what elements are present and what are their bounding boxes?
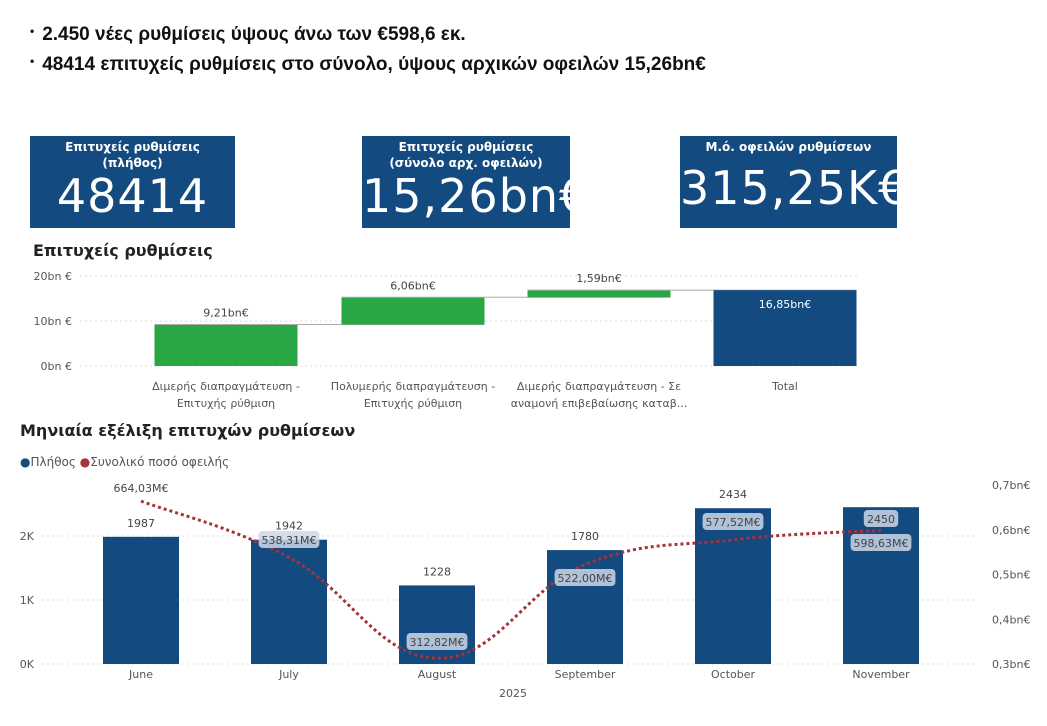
legend-label[interactable]: Συνολικό ποσό οφειλής: [90, 455, 230, 469]
amount-label: 538,31M€: [262, 534, 317, 547]
x-tick-label: Total: [771, 380, 798, 393]
waterfall-bar: [713, 290, 857, 366]
amount-label: 598,63M€: [854, 537, 909, 550]
amount-label: 577,52M€: [706, 516, 761, 529]
x-tick-label: November: [852, 668, 910, 681]
x-tick-label: Πολυμερής διαπραγμάτευση -: [331, 380, 495, 393]
count-label: 2450: [867, 513, 895, 526]
bar: [843, 507, 919, 664]
y-tick-label: 0bn €: [41, 360, 72, 373]
bar: [547, 550, 623, 664]
amount-label-box: [258, 531, 320, 548]
x-tick-label: Διμερής διαπραγμάτευση - Σε: [517, 380, 681, 393]
count-label: 1228: [423, 565, 451, 578]
kpi-card-avg-debt: Μ.ό. οφειλών ρυθμίσεων 315,25K€: [680, 136, 909, 228]
x-tick-label: Διμερής διαπραγμάτευση -: [152, 380, 300, 393]
x-tick-label: July: [278, 668, 299, 681]
combo-title: Μηνιαία εξέλιξη επιτυχών ρυθμίσεων: [20, 421, 356, 440]
right-y-tick-label: 0,4bn€: [992, 613, 1030, 626]
x-tick-label: Επιτυχής ρύθμιση: [177, 397, 275, 410]
right-y-tick-label: 0,7bn€: [992, 479, 1030, 492]
kpi-label: Επιτυχείς ρυθμίσεις (πλήθος): [65, 140, 200, 170]
count-label: 2434: [719, 488, 747, 501]
left-y-tick-label: 2K: [20, 530, 35, 543]
x-tick-label: August: [418, 668, 457, 681]
kpi-value: 15,26bn€: [362, 169, 590, 223]
amount-label: 312,82M€: [410, 636, 465, 649]
bar: [399, 585, 475, 664]
combo-legend: ●Πλήθος ●Συνολικό ποσό οφειλής: [20, 455, 229, 469]
left-y-tick-label: 1K: [20, 594, 35, 607]
x-tick-label: September: [555, 668, 616, 681]
bar: [103, 536, 179, 664]
data-label: 16,85bn€: [759, 298, 811, 311]
count-label: 1780: [571, 530, 599, 543]
x-tick-label: Επιτυχής ρύθμιση: [364, 397, 462, 410]
kpi-card-count: Επιτυχείς ρυθμίσεις (πλήθος) 48414: [30, 136, 235, 228]
y-tick-label: 10bn €: [34, 315, 72, 328]
amount-label-box: [406, 633, 468, 650]
summary-bullet-2: • 48414 επιτυχείς ρυθμίσεις στο σύνολο, ύ…: [30, 54, 706, 75]
x-tick-label: αναμονή επιβεβαίωσης καταβ...: [511, 397, 687, 410]
legend-marker-amount: ●: [79, 455, 91, 469]
summary-text: 2.450 νέες ρυθμίσεις ύψους άνω των €598,…: [42, 24, 466, 45]
summary-text: 48414 επιτυχείς ρυθμίσεις στο σύνολο, ύψ…: [42, 54, 706, 75]
right-y-tick-label: 0,3bn€: [992, 658, 1030, 671]
bar: [251, 539, 327, 664]
amount-label-box: [702, 513, 764, 530]
count-label: 1987: [127, 517, 155, 530]
kpi-label: Μ.ό. οφειλών ρυθμίσεων: [705, 140, 872, 154]
kpi-value: 315,25K€: [680, 161, 909, 215]
amount-line: [140, 499, 882, 660]
amount-label-box: [554, 569, 616, 586]
data-label: 6,06bn€: [390, 279, 435, 292]
right-y-tick-label: 0,5bn€: [992, 569, 1030, 582]
x-tick-label: June: [128, 668, 153, 681]
amount-label-box: [850, 534, 912, 551]
data-label: 1,59bn€: [576, 272, 621, 285]
kpi-label: Επιτυχείς ρυθμίσεις (σύνολο αρχ. οφειλών…: [389, 140, 543, 170]
right-y-tick-label: 0,6bn€: [992, 524, 1030, 537]
bar: [695, 508, 771, 664]
left-y-tick-label: 0K: [20, 658, 35, 671]
waterfall-bar: [341, 297, 485, 325]
kpi-value: 48414: [56, 169, 209, 223]
legend-marker-count: ●: [20, 455, 31, 469]
waterfall-bar: [527, 290, 671, 298]
amount-label: 522,00M€: [558, 572, 613, 585]
amount-label: 664,03M€: [114, 482, 169, 495]
y-tick-label: 20bn €: [34, 270, 72, 283]
kpi-card-total-debt: Επιτυχείς ρυθμίσεις (σύνολο αρχ. οφειλών…: [362, 136, 590, 228]
waterfall-title: Επιτυχείς ρυθμίσεις: [33, 241, 213, 260]
legend-label[interactable]: Πλήθος: [30, 455, 76, 469]
x-tick-label: October: [711, 668, 755, 681]
waterfall-bar: [154, 324, 298, 366]
x-axis-label: 2025: [499, 687, 527, 700]
count-label: 1942: [275, 520, 303, 533]
data-label: 9,21bn€: [203, 307, 248, 320]
count-label-box: [863, 510, 899, 527]
summary-bullet-1: • 2.450 νέες ρυθμίσεις ύψους άνω των €598…: [30, 24, 466, 45]
